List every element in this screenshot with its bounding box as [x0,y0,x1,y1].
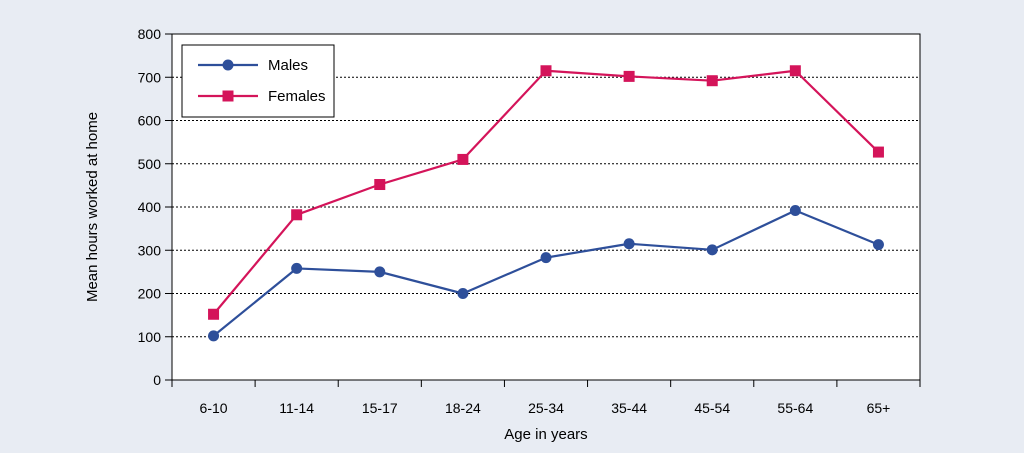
data-point-females [374,179,386,191]
y-axis-title: Mean hours worked at home [84,112,101,302]
gridlines [172,76,920,338]
data-point-females [623,70,635,82]
data-point-females [789,65,801,77]
data-point-males [706,244,718,256]
y-tick-label: 800 [138,26,162,42]
data-point-males [208,330,220,342]
y-tick-label: 100 [138,329,162,345]
y-tick-label: 500 [138,156,162,172]
x-tick-label: 11-14 [279,400,314,416]
data-point-males [872,239,884,251]
series-group [208,65,884,342]
x-tick-label: 65+ [867,400,891,416]
data-point-females [208,308,220,320]
legend-marker-males [222,59,234,71]
x-tick-label: 6-10 [200,400,228,416]
x-tick-label: 25-34 [528,400,564,416]
axes: 0 100 200 300 400 500 600 700 800 6-10 11-14 15-17 1… [138,26,921,416]
y-tick-label: 200 [138,286,162,302]
data-point-females [540,65,552,77]
legend-label-males: Males [268,57,308,74]
data-point-males [623,238,635,250]
data-point-males [789,204,801,216]
y-tick-label: 400 [138,199,162,215]
y-tick-label: 700 [138,69,162,85]
y-tick-label: 300 [138,242,162,258]
x-tick-label: 35-44 [611,400,647,416]
x-axis-title: Age in years [504,426,587,443]
y-tick-label: 600 [138,113,162,129]
data-point-females [291,209,303,221]
legend-marker-females [222,90,234,102]
legend-label-females: Females [268,88,326,105]
data-point-females [706,75,718,87]
legend-box [181,44,335,118]
x-tick-label: 55-64 [777,400,813,416]
x-tick-label: 15-17 [362,400,398,416]
legend: Males Females [181,44,335,118]
x-tick-label: 45-54 [694,400,730,416]
data-point-females [457,153,469,165]
data-point-males [374,266,386,278]
data-point-males [291,262,303,274]
x-tick-label: 18-24 [445,400,481,416]
data-point-females [872,146,884,158]
data-point-males [457,288,469,299]
data-point-males [540,252,552,264]
plot-frame [171,33,921,381]
y-tick-label: 0 [153,372,161,388]
